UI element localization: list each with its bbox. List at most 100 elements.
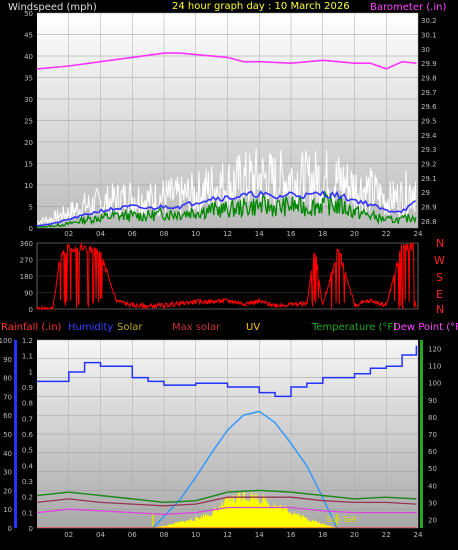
bottom-x-tick-02: 02 — [64, 531, 73, 539]
wind-x-tick-12: 12 — [223, 230, 232, 238]
baro-y-tick-29: 29 — [421, 189, 430, 197]
dew-point-legend: Dew Point (°F) — [393, 322, 458, 333]
wind-x-tick-06: 06 — [128, 230, 137, 238]
wind-x-tick-22: 22 — [382, 230, 391, 238]
wind-x-tick-08: 08 — [160, 230, 169, 238]
wind-x-tick-02: 02 — [64, 230, 73, 238]
rain-y-tick-0.2: 0.2 — [22, 494, 33, 502]
humidity-y-tick-0: 0 — [8, 525, 12, 533]
humidity-y-tick-40: 40 — [3, 450, 12, 458]
wind-axes: 0 5 10 15 20 25 30 35 40 45 50 02 04 06 08 10 12 14 16 18 20… — [24, 10, 437, 238]
bottom-axes: 0 10 20 30 40 50 60 70 80 90 100 0 0.1 0.2 0.3 0.4 0.5 0.… — [0, 337, 441, 539]
baro-y-tick-30.2: 30.2 — [421, 17, 437, 25]
dir-y-tick-90: 90 — [24, 290, 33, 298]
wind-x-tick-18: 18 — [318, 230, 327, 238]
wind-y-tick-35: 35 — [24, 75, 33, 83]
rain-y-tick-0.9: 0.9 — [22, 384, 33, 392]
compass-label-north-bottom: N — [436, 303, 444, 316]
humidity-y-tick-60: 60 — [3, 412, 12, 420]
temperature-y-tick-100: 100 — [428, 380, 441, 388]
bottom-x-tick-06: 06 — [128, 531, 137, 539]
bottom-x-tick-10: 10 — [191, 531, 200, 539]
temperature-line — [37, 489, 417, 504]
humidity-axis-bar — [14, 340, 17, 528]
solar-legend: Solar — [117, 322, 143, 333]
humidity-y-tick-10: 10 — [3, 506, 12, 514]
temperature-y-tick-80: 80 — [428, 414, 437, 422]
dir-y-tick-180: 180 — [20, 273, 33, 281]
rain-y-tick-1: 1 — [29, 368, 33, 376]
humidity-y-tick-70: 70 — [3, 393, 12, 401]
dir-y-tick-0: 0 — [29, 306, 33, 314]
rain-y-tick-0: 0 — [29, 525, 33, 533]
baro-y-tick-29.1: 29.1 — [421, 175, 437, 183]
humidity-y-tick-50: 50 — [3, 431, 12, 439]
compass-label-north: N — [436, 237, 444, 250]
direction-axes: 0 90 180 270 360 — [20, 240, 33, 314]
wind-y-tick-20: 20 — [24, 139, 33, 147]
bottom-series — [37, 345, 418, 528]
wind-axis-title: Windspeed (mph) — [8, 2, 97, 13]
max-solar-line — [152, 410, 338, 528]
bottom-x-tick-14: 14 — [255, 531, 264, 539]
temperature-y-tick-40: 40 — [428, 482, 437, 490]
humidity-line — [37, 345, 418, 398]
wind-average-line — [37, 189, 417, 228]
baro-y-tick-28.8: 28.8 — [421, 218, 437, 226]
bottom-x-tick-24: 24 — [414, 531, 423, 539]
direction-compass-labels: N W S E N — [434, 237, 445, 316]
wind-series — [37, 52, 417, 228]
bottom-x-tick-12: 12 — [223, 531, 232, 539]
dir-y-tick-270: 270 — [20, 257, 33, 265]
wind-x-tick-14: 14 — [255, 230, 264, 238]
barometer-axis-title: Barometer (.in) — [370, 2, 446, 13]
graph-title: 24 hour graph day : 10 March 2026 — [172, 1, 350, 12]
temperature-y-tick-120: 120 — [428, 346, 441, 354]
max-solar-legend: Max solar — [172, 322, 221, 333]
temperature-y-tick-110: 110 — [428, 363, 441, 371]
wind-direction-panel: 0 90 180 270 360 N W S E N — [20, 237, 445, 316]
bottom-x-tick-04: 04 — [96, 531, 105, 539]
rain-y-tick-1.1: 1.1 — [22, 353, 33, 361]
rainfall-axis-title: Rainfall (.in) — [1, 322, 62, 333]
wind-y-tick-5: 5 — [29, 204, 33, 212]
wind-y-tick-25: 25 — [24, 118, 33, 126]
bottom-x-tick-08: 08 — [160, 531, 169, 539]
solar-area — [152, 490, 338, 528]
temperature-y-tick-30: 30 — [428, 499, 437, 507]
baro-y-tick-29.6: 29.6 — [421, 103, 437, 111]
wind-y-tick-10: 10 — [24, 182, 33, 190]
bottom-x-tick-16: 16 — [287, 531, 296, 539]
baro-y-tick-29.3: 29.3 — [421, 146, 437, 154]
bottom-x-tick-20: 20 — [350, 531, 359, 539]
wind-y-tick-45: 45 — [24, 32, 33, 40]
sun-set-label: Sun Set — [326, 515, 357, 524]
rain-humidity-solar-panel: 0 10 20 30 40 50 60 70 80 90 100 0 0.1 0.2 0.3 0.4 0.5 0.… — [0, 337, 441, 539]
temperature-axis-title: Temperature (°F) — [311, 322, 397, 333]
humidity-y-tick-80: 80 — [3, 375, 12, 383]
wind-x-tick-04: 04 — [96, 230, 105, 238]
humidity-y-tick-30: 30 — [3, 469, 12, 477]
wind-x-tick-10: 10 — [191, 230, 200, 238]
compass-label-east: E — [436, 288, 443, 301]
wind-y-tick-15: 15 — [24, 161, 33, 169]
baro-y-tick-29.4: 29.4 — [421, 132, 437, 140]
rain-y-tick-1.2: 1.2 — [22, 337, 33, 345]
humidity-legend: Humidity — [68, 322, 113, 333]
wind-y-tick-50: 50 — [24, 10, 33, 18]
wind-y-tick-30: 30 — [24, 96, 33, 104]
wind-direction-line — [36, 241, 417, 311]
bottom-x-tick-22: 22 — [382, 531, 391, 539]
rain-y-tick-0.7: 0.7 — [22, 415, 33, 423]
temperature-y-tick-60: 60 — [428, 448, 437, 456]
humidity-y-tick-90: 90 — [3, 356, 12, 364]
baro-y-tick-30.1: 30.1 — [421, 32, 437, 40]
dir-y-tick-360: 360 — [20, 240, 33, 248]
dew-point-line — [37, 496, 417, 507]
compass-label-south: S — [436, 271, 443, 284]
compass-label-west: W — [434, 254, 445, 267]
baro-y-tick-30: 30 — [421, 46, 430, 54]
direction-series — [36, 241, 417, 311]
temperature-low-line — [37, 506, 417, 515]
